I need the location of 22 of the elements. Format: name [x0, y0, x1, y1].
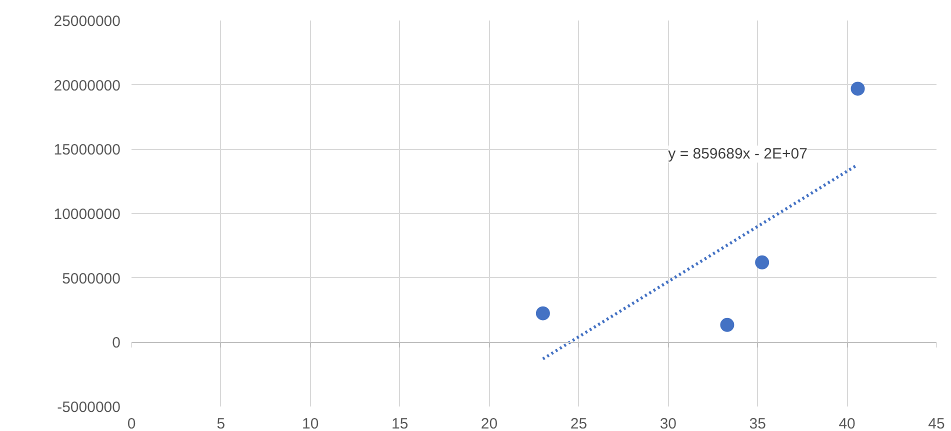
- point: [720, 318, 734, 332]
- y-tick-label: 10000000: [54, 206, 121, 223]
- y-tick-label: 5000000: [62, 270, 121, 288]
- x-tick-label: 10: [302, 416, 319, 431]
- y-tick-label: 25000000: [54, 13, 121, 30]
- x-tick-label: 0: [127, 416, 136, 431]
- x-tick-label: 30: [660, 416, 677, 431]
- y-tick-label: -5000000: [57, 399, 121, 416]
- point: [850, 82, 865, 96]
- x-tick-label: 20: [480, 416, 498, 431]
- point: [536, 306, 550, 320]
- y-tick-label: 0: [112, 334, 120, 352]
- y-tick-label: 20000000: [54, 77, 121, 94]
- x-tick-label: 35: [749, 416, 766, 431]
- x-tick-label: 45: [928, 416, 945, 431]
- y-tick-label: 15000000: [54, 142, 121, 159]
- x-tick-label: 40: [838, 416, 856, 431]
- annotation: y = 859689x - 2E+07: [668, 146, 808, 163]
- x-tick-label: 15: [391, 416, 408, 431]
- x-tick-label: 25: [570, 416, 588, 431]
- point: [755, 255, 770, 270]
- x-tick-label: 5: [216, 416, 226, 431]
